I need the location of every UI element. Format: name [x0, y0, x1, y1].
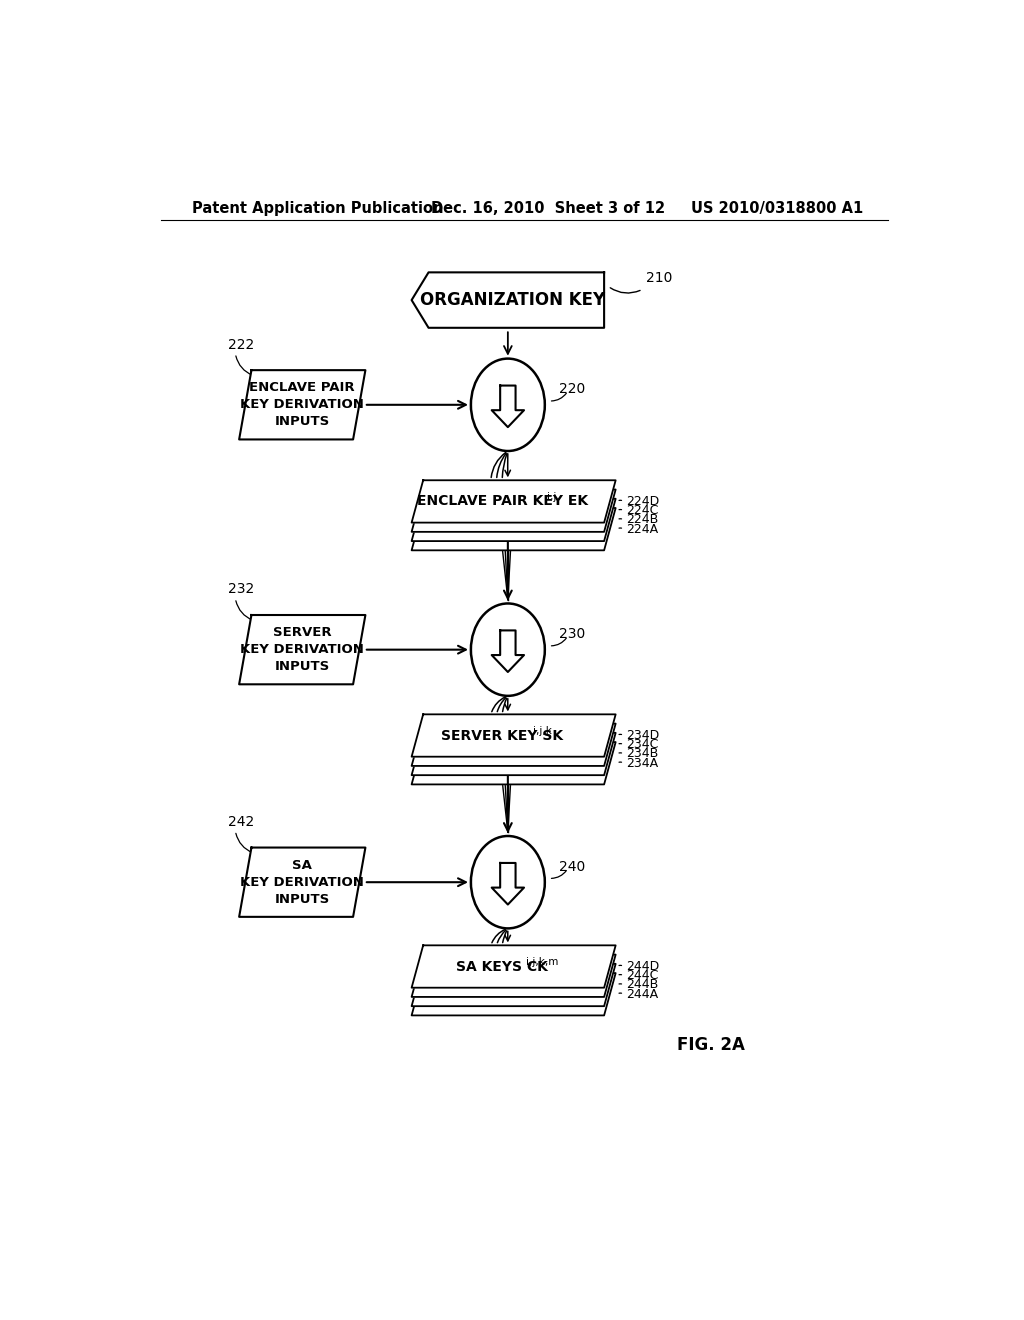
Text: 234D: 234D: [626, 729, 658, 742]
Text: i,j,k: i,j,k: [534, 726, 552, 735]
Polygon shape: [412, 714, 615, 756]
Polygon shape: [412, 945, 615, 987]
Text: 224D: 224D: [626, 495, 658, 508]
Polygon shape: [412, 733, 615, 775]
Text: FIG. 2A: FIG. 2A: [677, 1036, 745, 1055]
Text: SA KEYS CK: SA KEYS CK: [456, 960, 548, 974]
Polygon shape: [412, 964, 615, 1006]
Polygon shape: [412, 272, 604, 327]
Text: US 2010/0318800 A1: US 2010/0318800 A1: [691, 201, 863, 216]
Polygon shape: [492, 631, 524, 672]
Polygon shape: [240, 847, 366, 917]
Text: 220: 220: [559, 383, 585, 396]
Polygon shape: [412, 508, 615, 550]
Text: 222: 222: [227, 338, 254, 351]
Polygon shape: [412, 480, 615, 523]
Text: 224B: 224B: [626, 513, 658, 527]
Text: 240: 240: [559, 859, 585, 874]
Text: SERVER
KEY DERIVATION
INPUTS: SERVER KEY DERIVATION INPUTS: [241, 626, 365, 673]
Polygon shape: [492, 863, 524, 904]
Polygon shape: [412, 742, 615, 784]
Text: Patent Application Publication: Patent Application Publication: [193, 201, 443, 216]
Polygon shape: [412, 499, 615, 541]
Polygon shape: [240, 370, 366, 440]
Text: ENCLAVE PAIR
KEY DERIVATION
INPUTS: ENCLAVE PAIR KEY DERIVATION INPUTS: [241, 381, 365, 428]
Text: 234A: 234A: [626, 756, 657, 770]
Text: 244B: 244B: [626, 978, 658, 991]
Polygon shape: [412, 723, 615, 766]
Polygon shape: [412, 973, 615, 1015]
Text: ORGANIZATION KEY: ORGANIZATION KEY: [420, 292, 604, 309]
Text: i,j,k,m: i,j,k,m: [526, 957, 558, 966]
Text: i,j: i,j: [548, 492, 557, 502]
Text: 244A: 244A: [626, 987, 657, 1001]
Polygon shape: [412, 490, 615, 532]
Text: 244C: 244C: [626, 969, 658, 982]
Text: SERVER KEY SK: SERVER KEY SK: [441, 729, 563, 743]
Text: 244D: 244D: [626, 960, 658, 973]
Ellipse shape: [471, 359, 545, 451]
Polygon shape: [240, 615, 366, 684]
Text: 224A: 224A: [626, 523, 657, 536]
Ellipse shape: [471, 836, 545, 928]
Text: 234C: 234C: [626, 738, 658, 751]
Text: 234B: 234B: [626, 747, 658, 760]
Text: 232: 232: [227, 582, 254, 597]
Text: 210: 210: [646, 271, 673, 285]
Text: ENCLAVE PAIR KEY EK: ENCLAVE PAIR KEY EK: [417, 495, 588, 508]
Text: 230: 230: [559, 627, 585, 642]
Text: Dec. 16, 2010  Sheet 3 of 12: Dec. 16, 2010 Sheet 3 of 12: [431, 201, 665, 216]
Text: 224C: 224C: [626, 504, 658, 517]
Text: 242: 242: [227, 814, 254, 829]
Polygon shape: [492, 385, 524, 428]
Polygon shape: [412, 954, 615, 997]
Text: SA
KEY DERIVATION
INPUTS: SA KEY DERIVATION INPUTS: [241, 859, 365, 906]
Ellipse shape: [471, 603, 545, 696]
